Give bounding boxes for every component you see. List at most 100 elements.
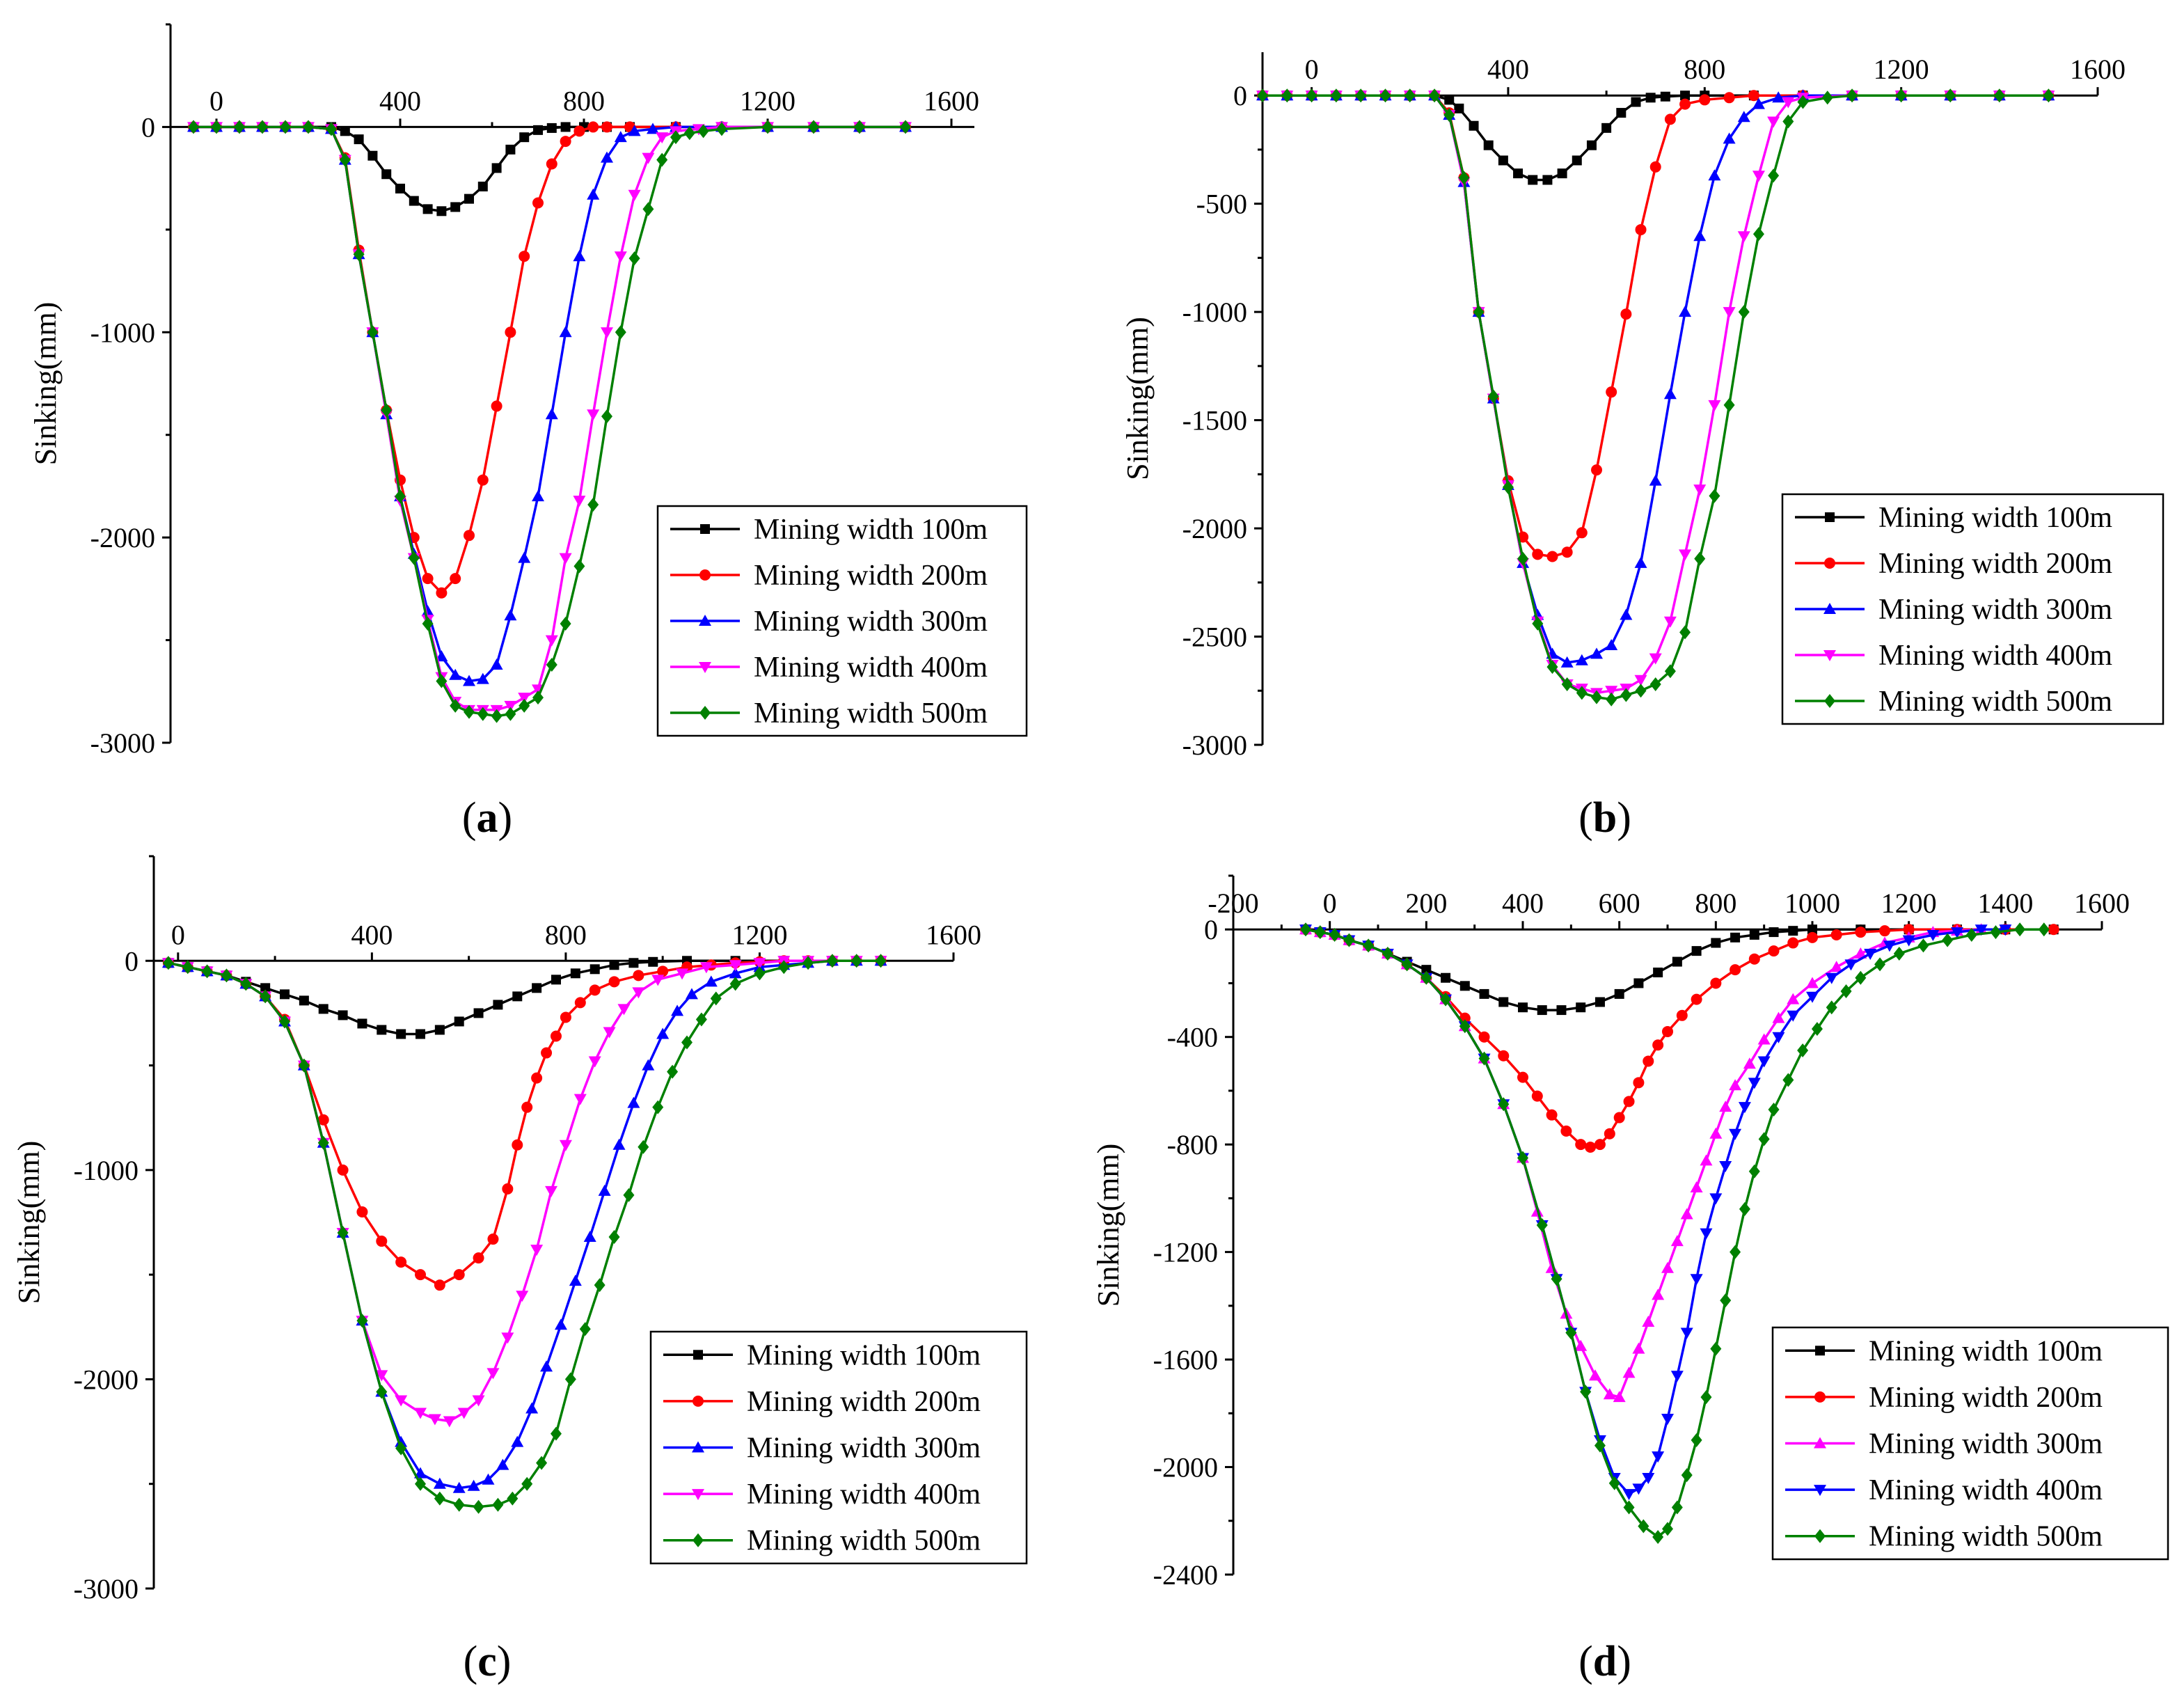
data-point — [1768, 927, 1779, 938]
data-point — [1479, 988, 1489, 999]
legend-label: Mining width 300m — [1878, 594, 2112, 626]
data-point — [1601, 123, 1612, 133]
x-tick-label: 800 — [1684, 54, 1725, 85]
data-point — [1591, 690, 1602, 704]
data-point — [340, 126, 350, 136]
data-point — [1807, 924, 1817, 935]
data-point — [1620, 688, 1632, 702]
panel-caption: (d) — [1578, 1638, 1631, 1685]
data-point — [1670, 1235, 1684, 1247]
data-point — [450, 573, 461, 585]
y-tick-label: 0 — [1233, 80, 1247, 111]
data-point — [1379, 88, 1391, 103]
chart-svg-d: 0-400-800-1200-1600-2000-2400-200 0 200 400… — [1091, 874, 2169, 1685]
data-point — [1443, 108, 1455, 123]
data-point — [642, 1059, 655, 1071]
data-point — [570, 968, 580, 979]
data-point — [1730, 932, 1741, 943]
data-point — [1589, 1369, 1601, 1381]
data-point — [477, 181, 488, 191]
data-point — [1723, 132, 1736, 144]
data-point — [1635, 684, 1647, 698]
data-point — [1730, 964, 1741, 976]
data-point — [1531, 1090, 1543, 1102]
data-point — [573, 496, 586, 507]
data-point — [1575, 654, 1588, 665]
data-point — [1355, 88, 1367, 103]
data-point — [2043, 88, 2055, 103]
x-tick-label: 1200 — [740, 85, 796, 116]
data-point — [1772, 91, 1785, 103]
data-point — [608, 976, 620, 988]
data-point — [1768, 945, 1780, 957]
data-point — [1459, 1019, 1471, 1034]
data-point — [601, 327, 613, 339]
y-tick-label: -2000 — [1153, 1452, 1218, 1483]
data-point — [1642, 1472, 1655, 1484]
data-point — [609, 960, 619, 970]
legend-label: Mining width 300m — [754, 606, 988, 638]
data-point — [1757, 1033, 1771, 1045]
data-point — [1679, 306, 1692, 317]
data-point — [729, 977, 741, 991]
legend-label: Mining width 200m — [747, 1386, 981, 1418]
data-point — [1518, 1002, 1528, 1013]
data-point — [540, 1360, 553, 1372]
y-tick-label: -2400 — [1153, 1559, 1218, 1591]
data-point — [240, 977, 252, 991]
legend: Mining width 100m Mining width 200m Mining… — [1771, 1326, 2169, 1561]
data-point — [464, 530, 475, 542]
data-point — [1710, 1341, 1722, 1356]
legend-marker — [1824, 558, 1835, 569]
x-tick-label: 1600 — [926, 919, 981, 950]
data-point — [339, 152, 351, 167]
y-tick-label: -1000 — [74, 1155, 139, 1186]
data-point — [1709, 489, 1720, 503]
legend-marker — [1824, 694, 1835, 708]
data-point — [1498, 1097, 1510, 1112]
data-point — [422, 573, 434, 585]
data-point — [436, 206, 447, 216]
data-point — [1483, 140, 1494, 150]
data-point — [381, 403, 393, 418]
legend-label: Mining width 200m — [1878, 548, 2112, 580]
data-point — [589, 964, 600, 975]
series-line — [168, 959, 881, 1508]
data-point — [1694, 551, 1706, 566]
data-point — [1478, 1031, 1490, 1043]
data-point — [280, 120, 291, 134]
y-tick-label: 0 — [141, 111, 155, 143]
data-point — [1752, 97, 1765, 109]
chart-panel-a: 0 -1000 -2000 -3000 0 400 800 1200 1600 Sinking(m… — [0, 0, 1092, 847]
data-point — [642, 152, 655, 164]
data-point — [1330, 88, 1342, 103]
data-point — [1586, 140, 1597, 150]
data-point — [1729, 1079, 1742, 1091]
data-point — [670, 130, 681, 145]
data-point — [519, 132, 530, 143]
data-point — [1681, 1468, 1693, 1483]
data-point — [435, 650, 448, 662]
series-mining-width-100m — [163, 956, 886, 1039]
data-point — [512, 1139, 523, 1151]
data-point — [1662, 1025, 1673, 1037]
data-point — [1917, 938, 1929, 953]
legend-label: Mining width 500m — [1878, 686, 2112, 718]
data-point — [1622, 1489, 1636, 1501]
data-point — [443, 1416, 456, 1428]
series-mining-width-500m — [188, 120, 911, 723]
data-point — [453, 1269, 465, 1281]
data-point — [1768, 1102, 1780, 1117]
y-tick-label: -500 — [1196, 189, 1247, 220]
data-point — [1638, 1519, 1649, 1534]
data-point — [326, 122, 337, 136]
data-point — [436, 587, 448, 599]
data-point — [550, 1426, 562, 1441]
data-point — [545, 408, 558, 420]
data-point — [573, 125, 585, 137]
data-point — [1830, 961, 1843, 972]
data-point — [1643, 1055, 1654, 1067]
data-point — [416, 1029, 425, 1039]
data-point — [1671, 1500, 1683, 1515]
